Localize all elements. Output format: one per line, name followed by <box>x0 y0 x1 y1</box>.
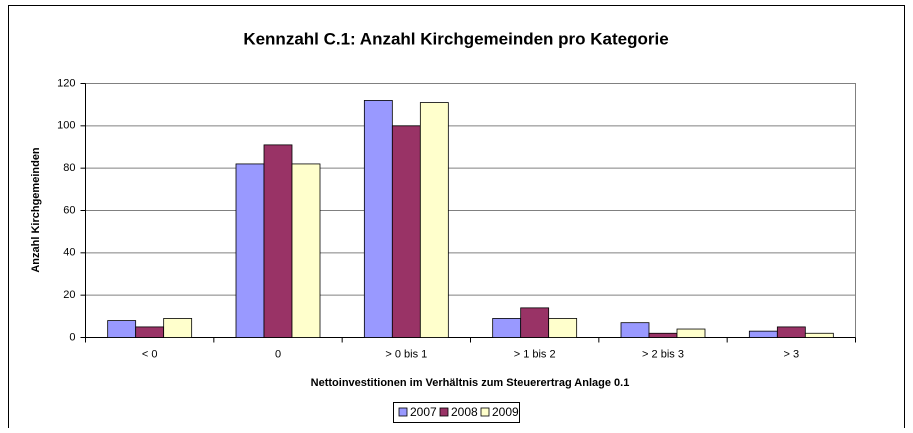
x-tick-label: > 2 bis 3 <box>642 348 684 360</box>
legend-swatch <box>439 407 449 417</box>
bar <box>419 102 449 338</box>
bar <box>804 332 834 338</box>
bar <box>776 326 806 338</box>
bar <box>163 318 193 338</box>
bar <box>235 163 265 338</box>
bar <box>548 318 578 338</box>
bar <box>648 332 678 338</box>
bar <box>107 320 137 338</box>
legend-box <box>393 402 520 423</box>
bar <box>492 318 522 338</box>
bar <box>748 330 778 338</box>
y-tick-label: 80 <box>63 162 75 174</box>
y-tick-label: 20 <box>63 289 75 301</box>
x-tick-label: > 1 bis 2 <box>514 348 556 360</box>
y-tick-label: 60 <box>63 204 75 216</box>
bar <box>620 322 650 338</box>
legend-label: 2008 <box>451 405 478 419</box>
legend-swatch <box>480 407 490 417</box>
y-tick-label: 40 <box>63 247 75 259</box>
x-tick-label: > 0 bis 1 <box>385 348 427 360</box>
bar <box>391 125 421 338</box>
y-tick-label: 120 <box>57 77 75 89</box>
legend-swatch <box>398 407 408 417</box>
x-tick-label: 0 <box>275 348 281 360</box>
bar <box>520 307 550 338</box>
y-axis-label: Anzahl Kirchgemeinden <box>30 147 42 273</box>
y-tick-label: 0 <box>69 331 75 343</box>
bar <box>676 328 706 338</box>
bar <box>135 326 165 338</box>
y-tick-label: 100 <box>57 120 75 132</box>
legend-label: 2009 <box>492 405 519 419</box>
bar <box>363 100 393 338</box>
bar <box>263 144 293 338</box>
x-axis-label: Nettoinvestitionen im Verhältnis zum Ste… <box>311 377 630 389</box>
chart-title: Kennzahl C.1: Anzahl Kirchgemeinden pro … <box>243 29 668 48</box>
bar <box>291 163 321 338</box>
x-tick-label: > 3 <box>784 348 800 360</box>
x-tick-label: < 0 <box>142 348 158 360</box>
legend-label: 2007 <box>410 405 437 419</box>
